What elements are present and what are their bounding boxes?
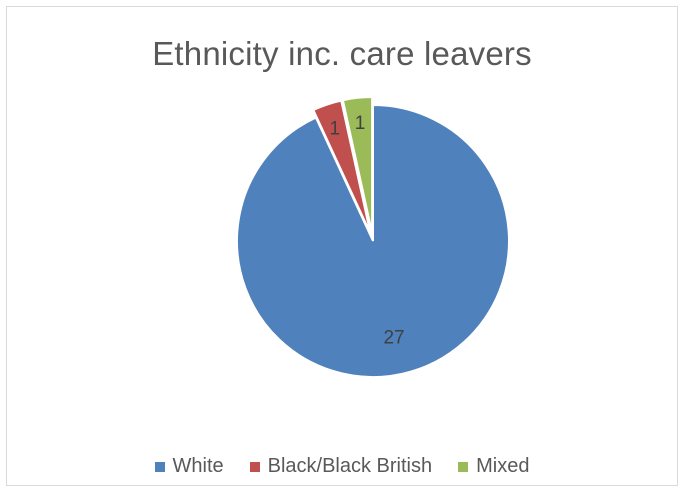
legend-item-white: White — [154, 455, 224, 478]
chart-title: Ethnicity inc. care leavers — [152, 35, 532, 72]
legend-label-white: White — [172, 455, 224, 477]
data-label-white: 27 — [383, 328, 404, 349]
legend-item-mixed: Mixed — [458, 455, 529, 478]
pie-chart: 27 1 1 — [236, 96, 510, 378]
data-label-black-british: 1 — [330, 119, 341, 140]
legend-swatch-mixed — [458, 461, 469, 472]
legend-label-mixed: Mixed — [476, 455, 530, 477]
pie-slice-black-british — [312, 99, 372, 234]
chart-legend: White Black/Black British Mixed — [7, 455, 677, 478]
pie-slice-white — [236, 103, 510, 378]
pie-slice-mixed — [341, 96, 374, 234]
data-label-mixed: 1 — [355, 113, 366, 134]
legend-swatch-black-british — [249, 461, 260, 472]
legend-label-black-british: Black/Black British — [267, 455, 433, 477]
legend-item-black-british: Black/Black British — [249, 455, 433, 478]
legend-swatch-white — [154, 461, 165, 472]
chart-area: Ethnicity inc. care leavers 27 1 1 White B… — [6, 6, 678, 486]
